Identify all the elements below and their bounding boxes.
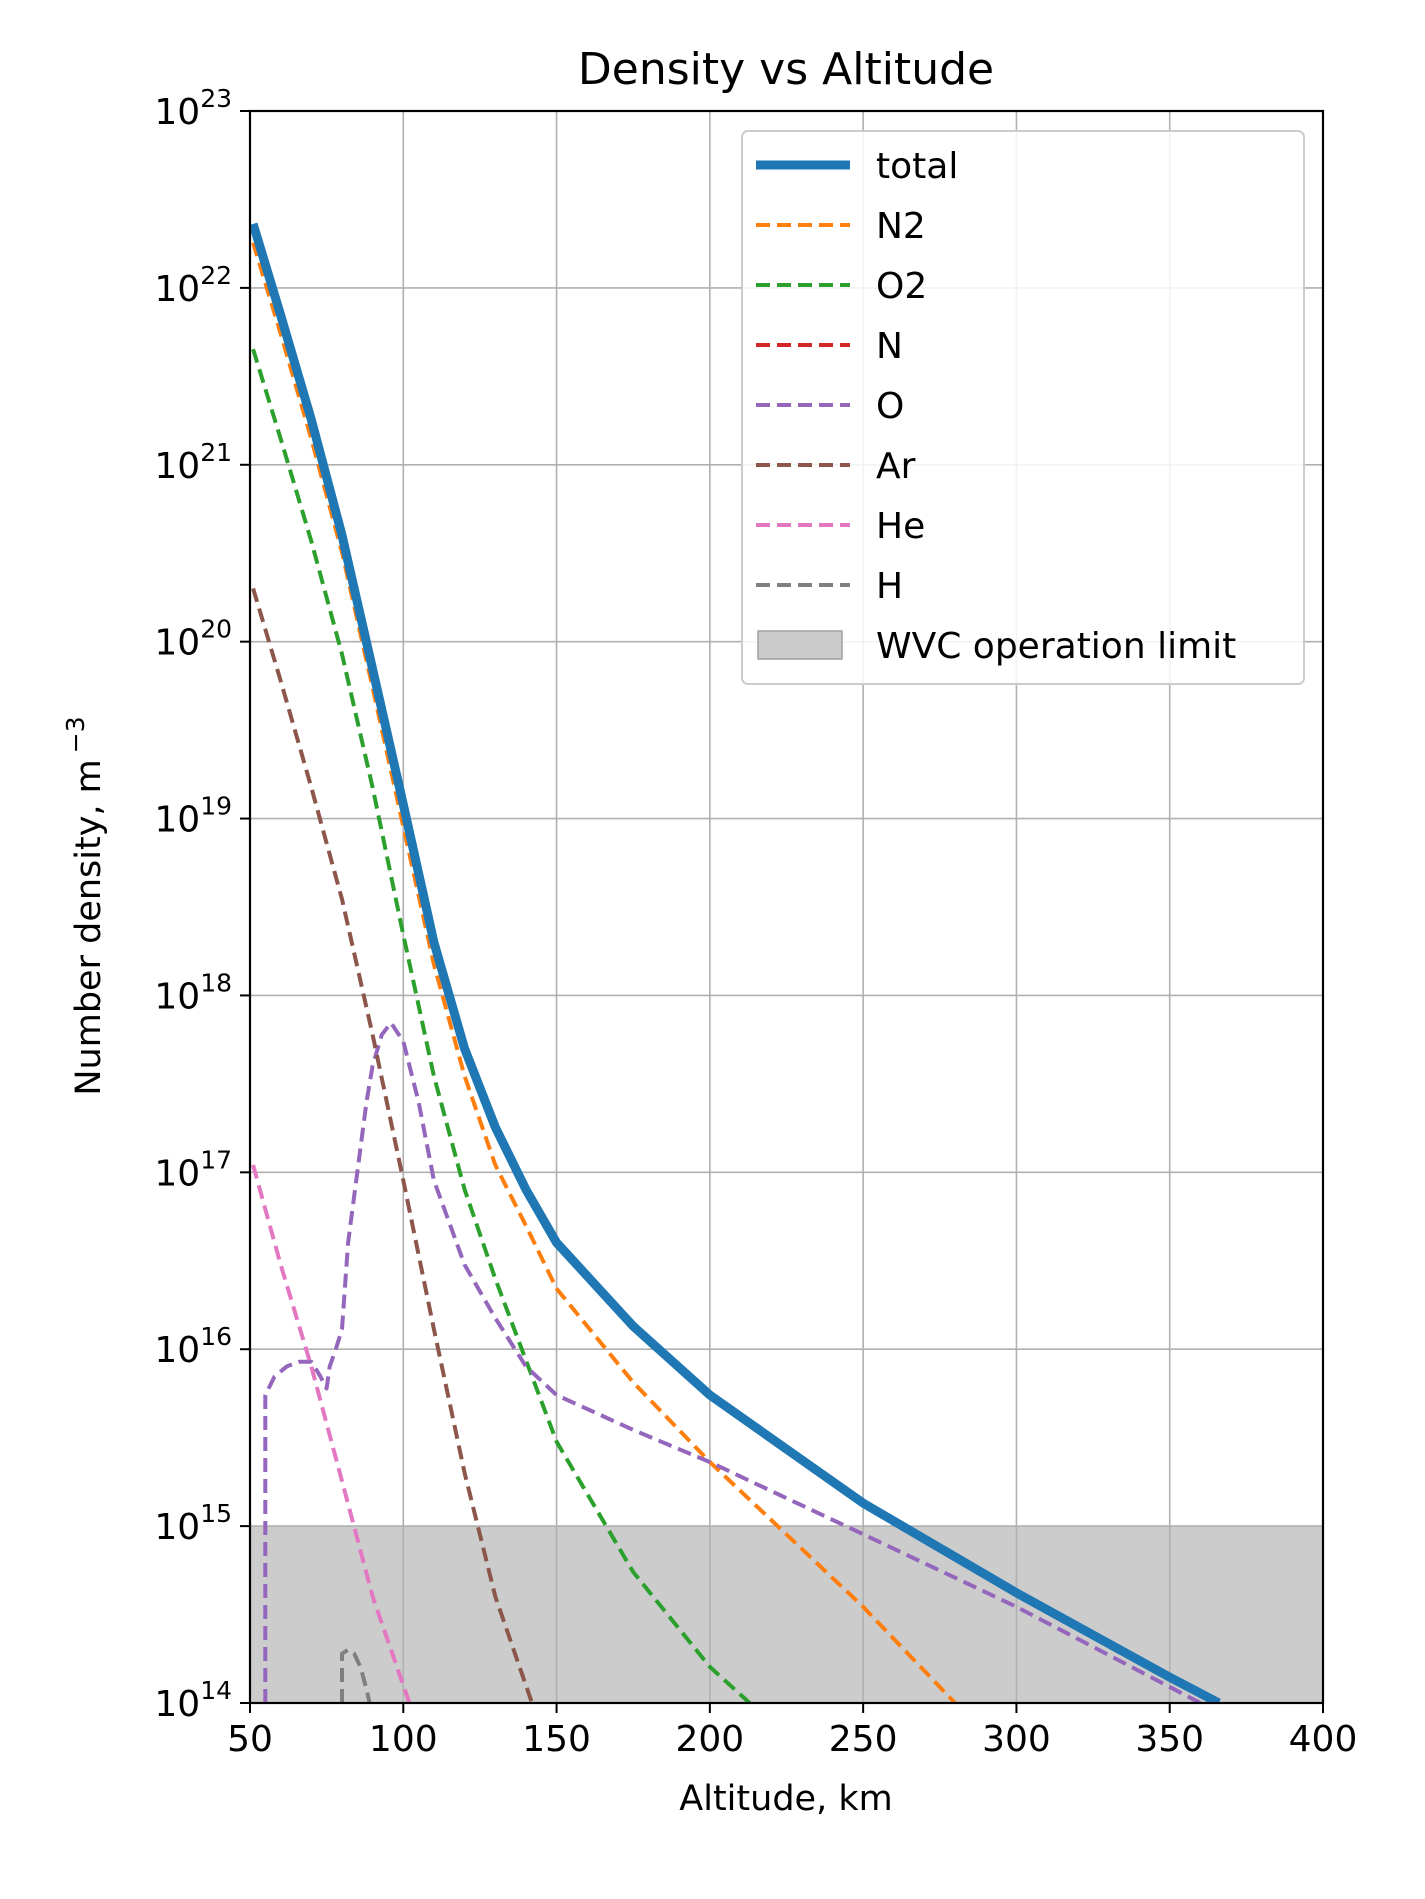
y-tick-exponent: 16 xyxy=(200,1322,232,1351)
legend: total N2 O2 NO Ar He H WVC operation limit xyxy=(741,130,1305,685)
y-tick-label: 1021 xyxy=(154,438,232,487)
legend-label-o2: O2 xyxy=(876,266,927,307)
x-tick-label: 400 xyxy=(1289,1719,1358,1760)
x-tick-label: 50 xyxy=(227,1719,273,1760)
y-tick-exponent: 15 xyxy=(200,1499,232,1528)
y-tick-label: 1018 xyxy=(154,968,232,1017)
legend-label-n2: N2 xyxy=(876,206,926,247)
y-tick-exponent: 23 xyxy=(200,84,232,113)
series-group xyxy=(250,222,1221,1703)
series-line-total xyxy=(250,222,1221,1703)
series-line-h xyxy=(340,1647,372,1703)
series-line-o xyxy=(263,1020,1202,1703)
y-tick-label: 1019 xyxy=(154,792,232,841)
series-line-ar xyxy=(251,587,534,1703)
y-tick-label: 1016 xyxy=(154,1322,232,1371)
chart-title: Density vs Altitude xyxy=(578,44,994,95)
y-tick-exponent: 21 xyxy=(200,438,232,467)
y-tick-base: 10 xyxy=(154,1684,200,1725)
legend-label-n: N xyxy=(876,326,903,367)
y-axis-label: Number density, m −3 xyxy=(61,716,109,1095)
x-tick-label: 100 xyxy=(369,1719,438,1760)
y-axis-label-text: Number density, m xyxy=(69,759,109,1095)
y-tick-exponent: 14 xyxy=(200,1676,232,1705)
legend-label-wvc: WVC operation limit xyxy=(876,626,1236,667)
y-tick-exponent: 22 xyxy=(200,261,232,290)
series-line-he xyxy=(251,1164,412,1703)
y-tick-base: 10 xyxy=(154,269,200,310)
legend-swatch-wvc xyxy=(757,630,843,660)
y-tick-base: 10 xyxy=(154,1330,200,1371)
y-tick-label: 1020 xyxy=(154,615,232,664)
legend-label-ar: Ar xyxy=(876,446,916,487)
legend-label-he: He xyxy=(876,506,925,547)
y-tick-exponent: 17 xyxy=(200,1145,232,1174)
series-line-o2 xyxy=(251,348,752,1703)
plot-frame xyxy=(248,109,1325,1705)
legend-label-total: total xyxy=(876,146,958,187)
y-tick-base: 10 xyxy=(154,1153,200,1194)
x-tick-label: 150 xyxy=(522,1719,591,1760)
y-tick-base: 10 xyxy=(154,92,200,133)
series-line-n2 xyxy=(251,242,957,1703)
x-tick-label: 350 xyxy=(1135,1719,1204,1760)
y-tick-label: 1023 xyxy=(154,84,232,133)
y-axis-label-exponent: −3 xyxy=(61,716,90,753)
legend-label-h: H xyxy=(876,566,903,607)
y-tick-base: 10 xyxy=(154,1507,200,1548)
y-tick-base: 10 xyxy=(154,623,200,664)
x-tick-label: 300 xyxy=(982,1719,1051,1760)
y-tick-exponent: 20 xyxy=(200,615,232,644)
y-tick-label: 1022 xyxy=(154,261,232,310)
y-tick-base: 10 xyxy=(154,976,200,1017)
y-tick-exponent: 19 xyxy=(200,792,232,821)
x-axis-label: Altitude, km xyxy=(679,1779,892,1819)
y-tick-base: 10 xyxy=(154,446,200,487)
y-tick-label: 1015 xyxy=(154,1499,232,1548)
x-tick-label: 250 xyxy=(829,1719,898,1760)
y-tick-label: 1014 xyxy=(154,1676,232,1725)
y-tick-base: 10 xyxy=(154,800,200,841)
legend-label-o: O xyxy=(876,386,904,427)
legend-box xyxy=(741,130,1305,685)
y-tick-exponent: 18 xyxy=(200,968,232,997)
x-tick-label: 200 xyxy=(675,1719,744,1760)
y-tick-label: 1017 xyxy=(154,1145,232,1194)
